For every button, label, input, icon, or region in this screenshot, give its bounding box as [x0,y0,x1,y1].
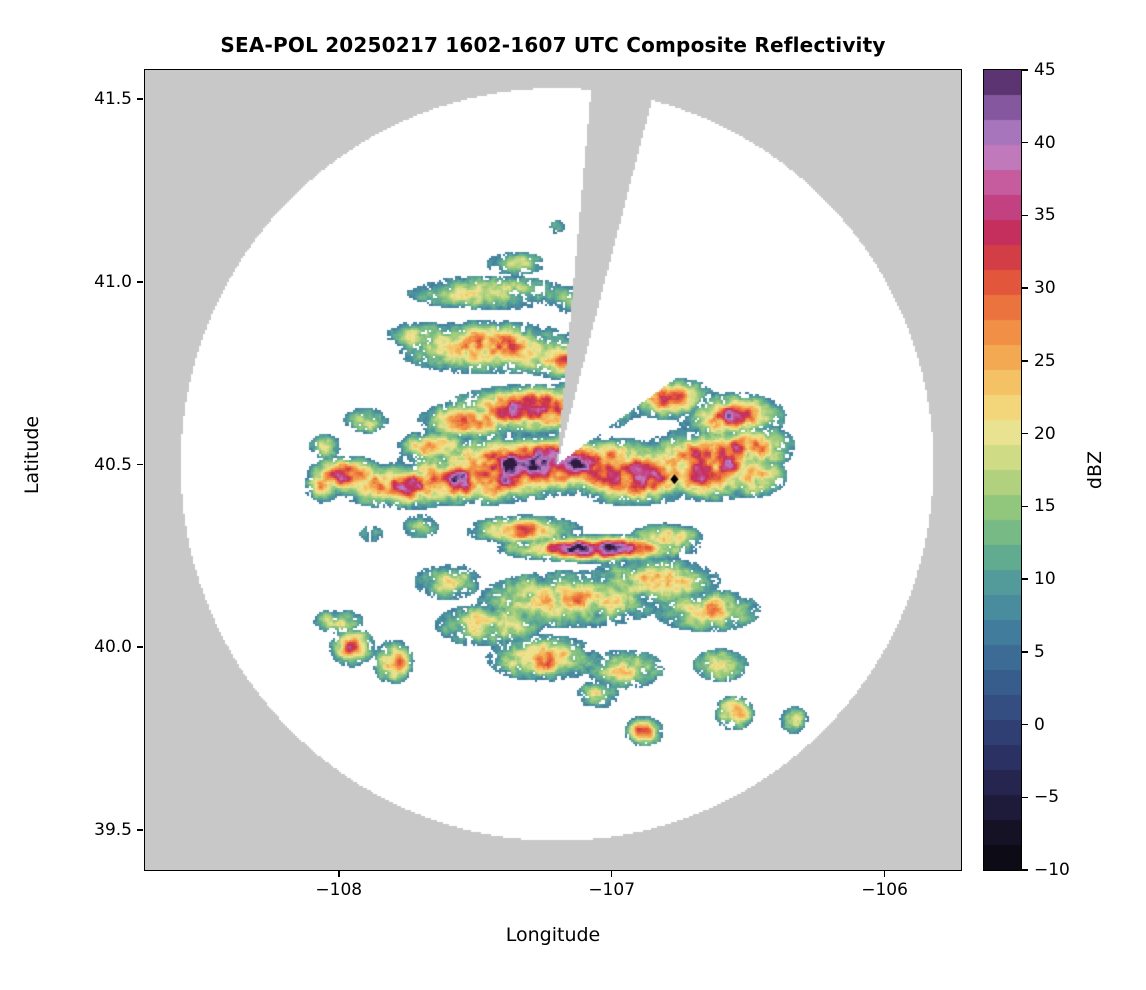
y-tick-label: 41.0 [94,271,132,292]
colorbar-tick-label: 40 [1034,132,1056,153]
radar-canvas [145,70,961,870]
colorbar-tick-label: 0 [1034,714,1045,735]
colorbar-tick-mark [1022,723,1028,726]
x-tick-mark [610,871,613,877]
chart-title: SEA-POL 20250217 1602-1607 UTC Composite… [220,33,886,57]
plot-area [144,69,962,871]
y-tick-label: 40.5 [94,454,132,475]
colorbar-tick-label: 10 [1034,569,1056,590]
colorbar [983,69,1022,871]
colorbar-label: dBZ [1084,450,1106,490]
colorbar-tick-mark [1022,360,1028,362]
x-tick-mark [338,871,340,877]
x-tick-label: −106 [861,880,908,900]
colorbar-tick-mark [1022,214,1028,217]
colorbar-tick-mark [1022,432,1028,435]
colorbar-tick-mark [1022,796,1028,799]
y-axis-label: Latitude [21,415,43,495]
colorbar-tick-mark [1022,287,1028,289]
x-tick-mark [883,871,886,877]
y-tick-mark [137,98,143,100]
y-tick-mark [137,829,143,831]
colorbar-tick-mark [1022,505,1028,508]
colorbar-tick-label: 35 [1034,205,1056,226]
colorbar-tick-label: −10 [1034,860,1070,880]
y-tick-label: 41.5 [94,89,132,110]
y-tick-label: 39.5 [94,819,132,840]
colorbar-tick-mark [1022,578,1028,580]
x-tick-label: −108 [315,880,363,900]
colorbar-tick-mark [1022,651,1028,653]
colorbar-tick-label: 25 [1034,350,1056,371]
colorbar-tick-mark [1022,69,1028,71]
colorbar-tick-label: −5 [1034,787,1060,808]
colorbar-tick-mark [1022,869,1028,871]
colorbar-tick-label: 20 [1034,423,1056,444]
y-tick-mark [137,646,143,648]
colorbar-tick-label: 5 [1034,641,1045,662]
colorbar-canvas [984,70,1021,870]
y-tick-mark [137,463,143,466]
x-axis-label: Longitude [505,924,601,946]
y-tick-mark [137,281,143,283]
colorbar-tick-label: 30 [1034,278,1056,299]
colorbar-tick-mark [1022,141,1028,144]
y-tick-label: 40.0 [94,637,132,658]
x-tick-label: −107 [588,880,636,900]
colorbar-tick-label: 15 [1034,496,1056,517]
colorbar-tick-label: 45 [1034,60,1056,80]
